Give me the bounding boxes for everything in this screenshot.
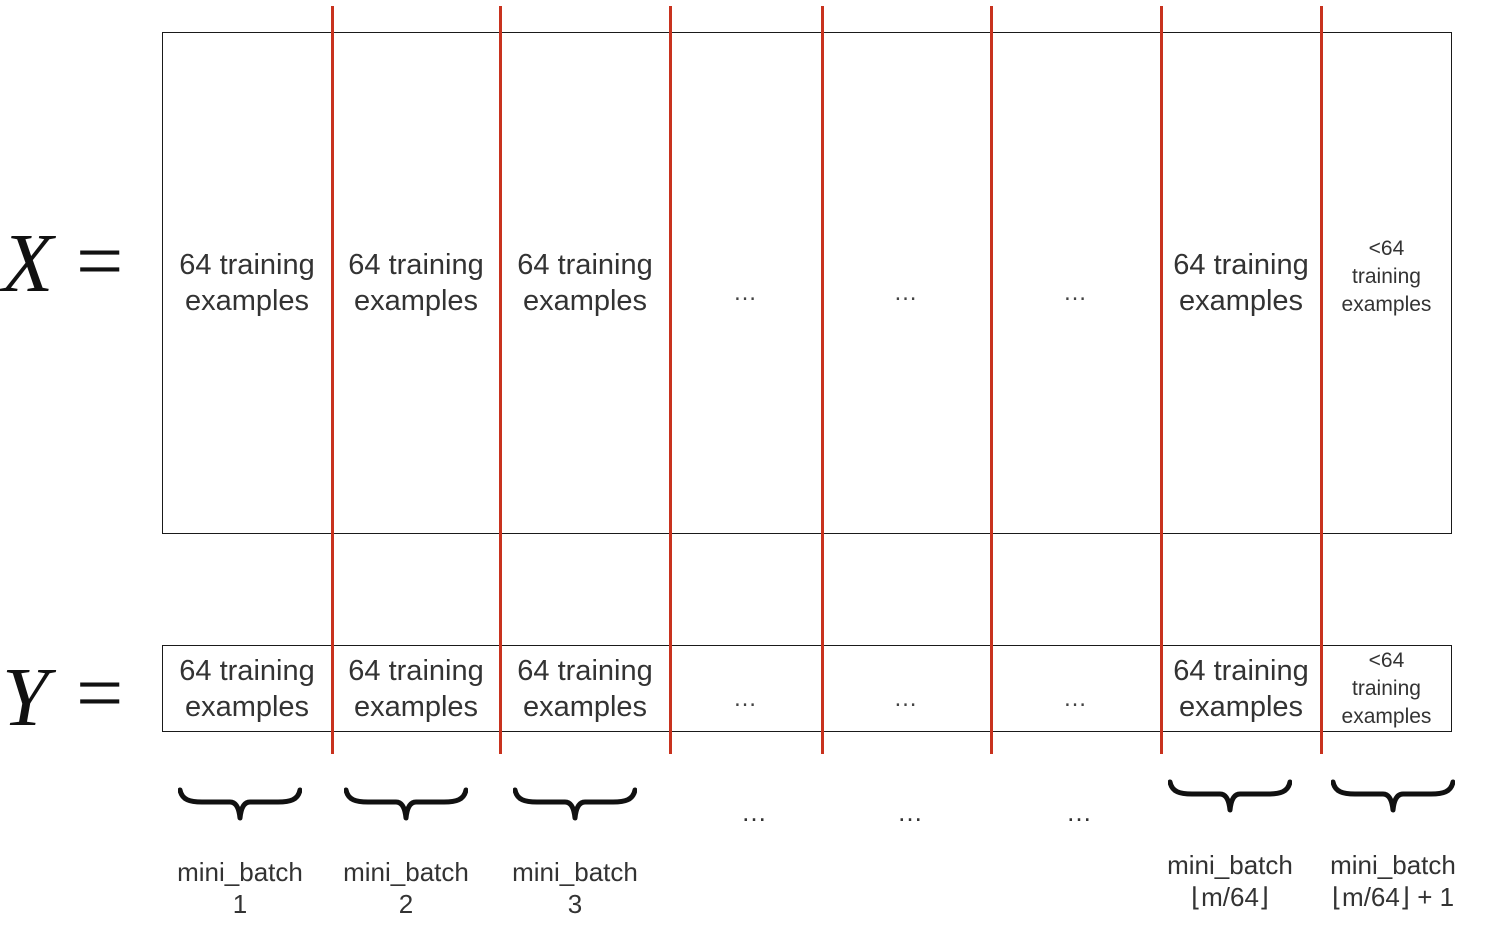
mini-batch-label: mini_batch 3 [512,857,638,919]
x-row-cell: 64 training examples [517,249,653,317]
underbrace-icon [1331,779,1455,813]
y-matrix-box [162,645,1452,732]
x-row-cell: <64 training examples [1341,237,1432,316]
y-row-cell: 64 training examples [179,654,315,723]
minibatch-divider-line [990,6,993,754]
y-matrix-symbol: Y [2,651,49,744]
underbrace-icon [344,787,468,821]
underbrace-icon [178,787,302,821]
mini-batch-label: mini_batch ⌊m/64⌋ + 1 [1330,850,1456,912]
minibatch-divider-line [1160,6,1163,754]
underbrace-icon [513,787,637,821]
minibatch-divider-line [331,6,334,754]
underbrace-icon [1168,779,1292,813]
x-matrix-symbol: X [2,217,54,310]
y-row-cell: … [893,684,920,712]
minibatch-divider-line [669,6,672,754]
x-row-cell: … [733,279,759,306]
minibatch-divider-line [499,6,502,754]
mini-batch-ellipsis: … [741,797,769,827]
mini-batch-label: mini_batch ⌊m/64⌋ [1167,850,1293,912]
mini-batch-label: mini_batch 2 [343,857,469,919]
y-row-cell: 64 training examples [348,654,484,723]
x-row-cell: 64 training examples [348,249,484,317]
mini-batch-label: mini_batch 1 [177,857,303,919]
mini-batch-ellipsis: … [1066,797,1094,827]
y-row-cell: 64 training examples [1173,654,1309,723]
y-row-cell: 64 training examples [517,654,653,723]
y-equals-sign: = [76,647,124,740]
y-row-cell: … [733,684,759,712]
y-row-cell: <64 training examples [1341,648,1432,728]
x-row-cell: … [893,279,920,306]
x-row-cell: … [1063,279,1089,306]
x-row-cell: 64 training examples [179,249,315,317]
minibatch-divider-line [1320,6,1323,754]
y-row-cell: … [1063,684,1089,712]
minibatch-divider-line [821,6,824,754]
x-equals-sign: = [76,215,124,308]
x-matrix-box [162,32,1452,534]
mini-batch-ellipsis: … [897,797,925,827]
x-row-cell: 64 training examples [1173,249,1309,317]
